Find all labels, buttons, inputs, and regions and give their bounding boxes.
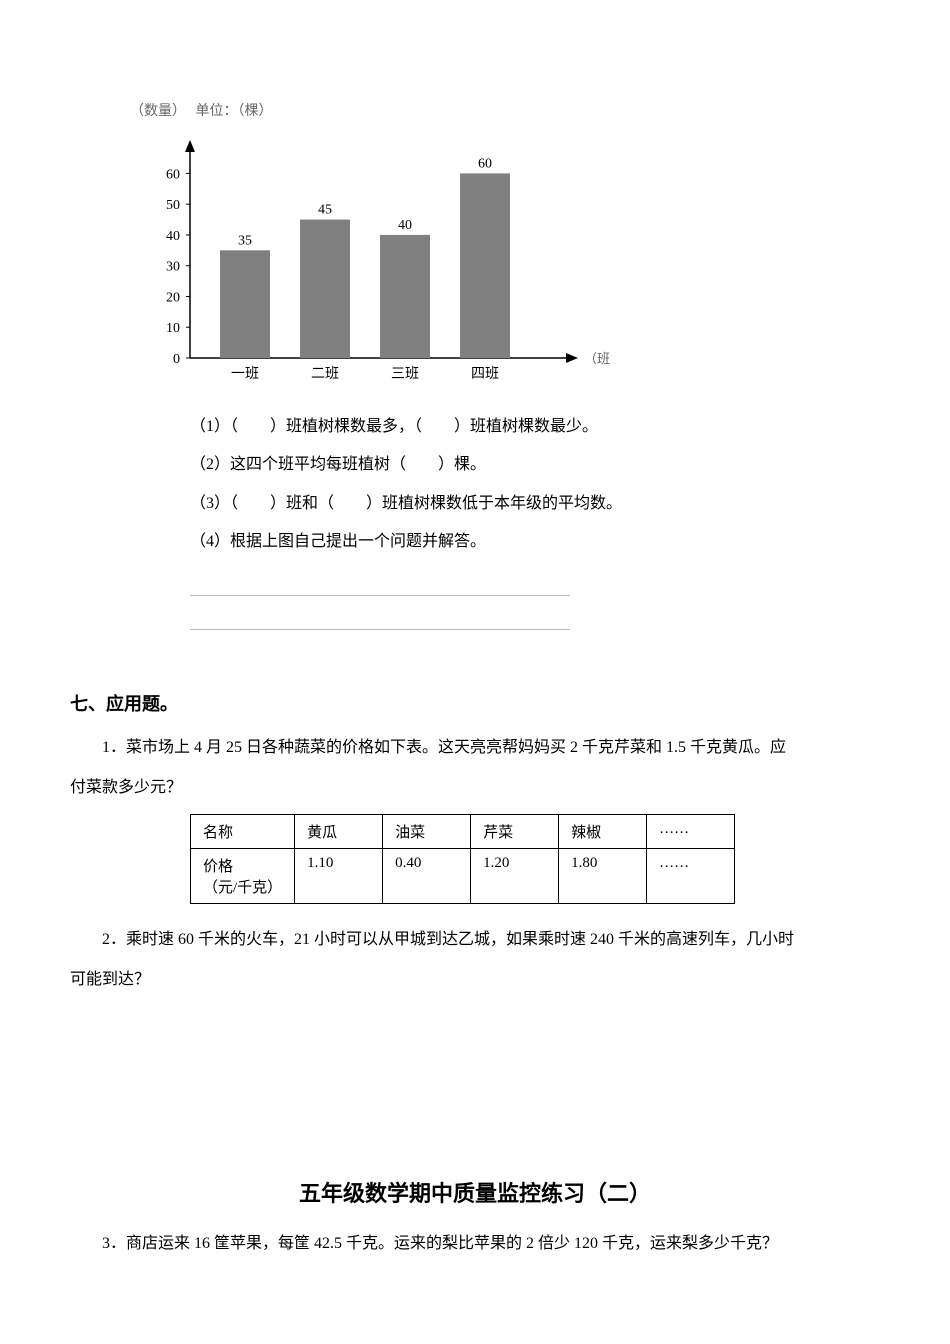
th-cucumber: 黄瓜 xyxy=(295,814,383,848)
td-celery: 1.20 xyxy=(471,848,559,903)
question-1: （1）（ ）班植树棵数最多，（ ）班植树棵数最少。 xyxy=(190,408,880,446)
svg-text:0: 0 xyxy=(173,352,180,367)
chart-questions: （1）（ ）班植树棵数最多，（ ）班植树棵数最少。 （2）这四个班平均每班植树（… xyxy=(190,408,880,562)
chart-section: （数量） 单位：（棵） 010203040506035一班45二班40三班60四… xyxy=(130,100,880,378)
svg-text:二班: 二班 xyxy=(311,366,339,382)
svg-text:10: 10 xyxy=(166,321,180,336)
svg-text:60: 60 xyxy=(166,167,180,182)
answer-line-2 xyxy=(190,610,570,630)
table-row: 名称 黄瓜 油菜 芹菜 辣椒 …… xyxy=(191,814,735,848)
svg-text:35: 35 xyxy=(238,233,252,248)
th-pepper: 辣椒 xyxy=(559,814,647,848)
quantity-label: （数量） xyxy=(130,104,186,119)
problem-2-line-b: 可能到达？ xyxy=(70,964,880,996)
question-4: （4）根据上图自己提出一个问题并解答。 xyxy=(190,523,880,561)
td-pepper: 1.80 xyxy=(559,848,647,903)
problem-3: 3．商店运来 16 筐苹果，每筐 42.5 千克。运来的梨比苹果的 2 倍少 1… xyxy=(70,1228,880,1260)
svg-text:三班: 三班 xyxy=(391,366,419,382)
td-cucumber: 1.10 xyxy=(295,848,383,903)
svg-text:30: 30 xyxy=(166,260,180,275)
svg-text:40: 40 xyxy=(166,229,180,244)
chart-svg: 0 10 20 30 40 50 60 35 一班 45 二班 40 三班 60 四班 （班级） xyxy=(130,128,610,388)
problem-2-line-a: 2．乘时速 60 千米的火车，21 小时可以从甲城到达乙城，如果乘时速 240 … xyxy=(70,924,880,956)
svg-text:45: 45 xyxy=(318,203,332,218)
page-subtitle: 五年级数学期中质量监控练习（二） xyxy=(70,1176,880,1208)
svg-text:一班: 一班 xyxy=(231,366,259,382)
td-ellipsis: …… xyxy=(647,848,735,903)
td-price-label: 价格 （元/千克） xyxy=(191,848,295,903)
section-heading: 七、应用题。 xyxy=(70,690,880,716)
price-table: 名称 黄瓜 油菜 芹菜 辣椒 …… 价格 （元/千克） 1.10 0.40 1.… xyxy=(190,814,735,904)
problem-1-line-b: 付菜款多少元？ xyxy=(70,772,880,804)
section-seven: 七、应用题。 1．菜市场上 4 月 25 日各种蔬菜的价格如下表。这天亮亮帮妈妈… xyxy=(70,690,880,996)
th-celery: 芹菜 xyxy=(471,814,559,848)
td-rape: 0.40 xyxy=(383,848,471,903)
svg-text:四班: 四班 xyxy=(471,366,499,382)
svg-text:40: 40 xyxy=(398,218,412,233)
th-rape: 油菜 xyxy=(383,814,471,848)
question-3: （3）（ ）班和（ ）班植树棵数低于本年级的平均数。 xyxy=(190,485,880,523)
th-ellipsis: …… xyxy=(647,814,735,848)
th-name: 名称 xyxy=(191,814,295,848)
svg-text:（班级）: （班级） xyxy=(584,351,610,366)
question-2: （2）这四个班平均每班植树（ ）棵。 xyxy=(190,446,880,484)
unit-label: 单位：（棵） xyxy=(196,104,273,119)
answer-line-1 xyxy=(190,576,570,596)
problem-1-line-a: 1．菜市场上 4 月 25 日各种蔬菜的价格如下表。这天亮亮帮妈妈买 2 千克芹… xyxy=(70,732,880,764)
table-row: 价格 （元/千克） 1.10 0.40 1.20 1.80 …… xyxy=(191,848,735,903)
svg-text:20: 20 xyxy=(166,290,180,305)
svg-text:50: 50 xyxy=(166,198,180,213)
bar-chart: 010203040506035一班45二班40三班60四班（班级） xyxy=(130,128,610,378)
chart-axis-titles: （数量） 单位：（棵） xyxy=(130,100,880,120)
svg-text:60: 60 xyxy=(478,156,492,171)
